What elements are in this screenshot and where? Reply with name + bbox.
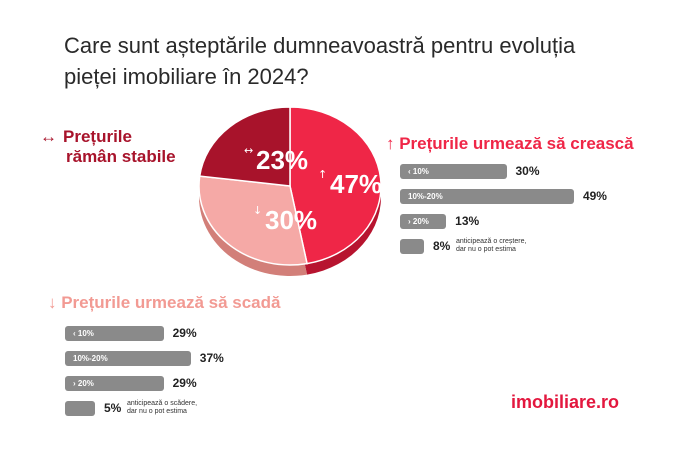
bar: ‹ 10% [400,164,507,179]
pie-slice [198,106,291,187]
bar: ‹ 10% [65,326,164,341]
pie-slice-label: 30% [265,205,317,235]
bar-value-label: 29% [172,376,197,390]
bar: › 20% [400,214,447,229]
bar: 10%-20% [65,351,191,366]
pie-slice-arrow-icon: ↑ [318,168,327,181]
page-title: Care sunt așteptările dumneavoastră pent… [64,30,664,92]
bar-note: anticipează o scădere, dar nu o pot estim… [127,400,198,415]
pie-slice-label: 47% [330,169,382,199]
pie-slice-label: 23% [256,145,308,175]
pie-slice [289,106,382,265]
bar [65,401,95,416]
bar-value-label: 29% [172,326,197,340]
heading-stable: ↔ Prețurile rămân stabile [40,127,176,167]
bar-value-label: 5% [104,401,122,415]
bar [400,239,424,254]
heading-increase: ↑ Prețurile urmează să crească [386,134,634,153]
heading-stable-line-1: Prețurile [63,127,132,146]
bar-value-label: 37% [199,351,224,365]
bar-value-label: 13% [455,214,480,228]
title-line-1: Care sunt așteptările dumneavoastră pent… [64,33,576,58]
pie-slice-arrow-icon: ↔ [244,144,253,157]
bar: › 20% [65,376,164,391]
heading-stable-line-2: rămân stabile [66,147,176,166]
both-arrows-icon: ↔ [40,127,57,146]
bar-value-label: 49% [582,189,607,203]
brand-logo: imobiliare.ro [511,392,620,412]
bar-value-label: 30% [515,164,540,178]
heading-decrease: ↓ Prețurile urmează să scadă [48,293,281,312]
title-line-2: pieței imobiliare în 2024? [64,64,309,89]
pie-slice-arrow-icon: ↓ [253,204,262,217]
bar-note: anticipează o creștere, dar nu o pot esti… [456,238,527,253]
pie-slice [198,175,308,266]
bar-value-label: 8% [433,239,451,253]
bar: 10%-20% [400,189,574,204]
